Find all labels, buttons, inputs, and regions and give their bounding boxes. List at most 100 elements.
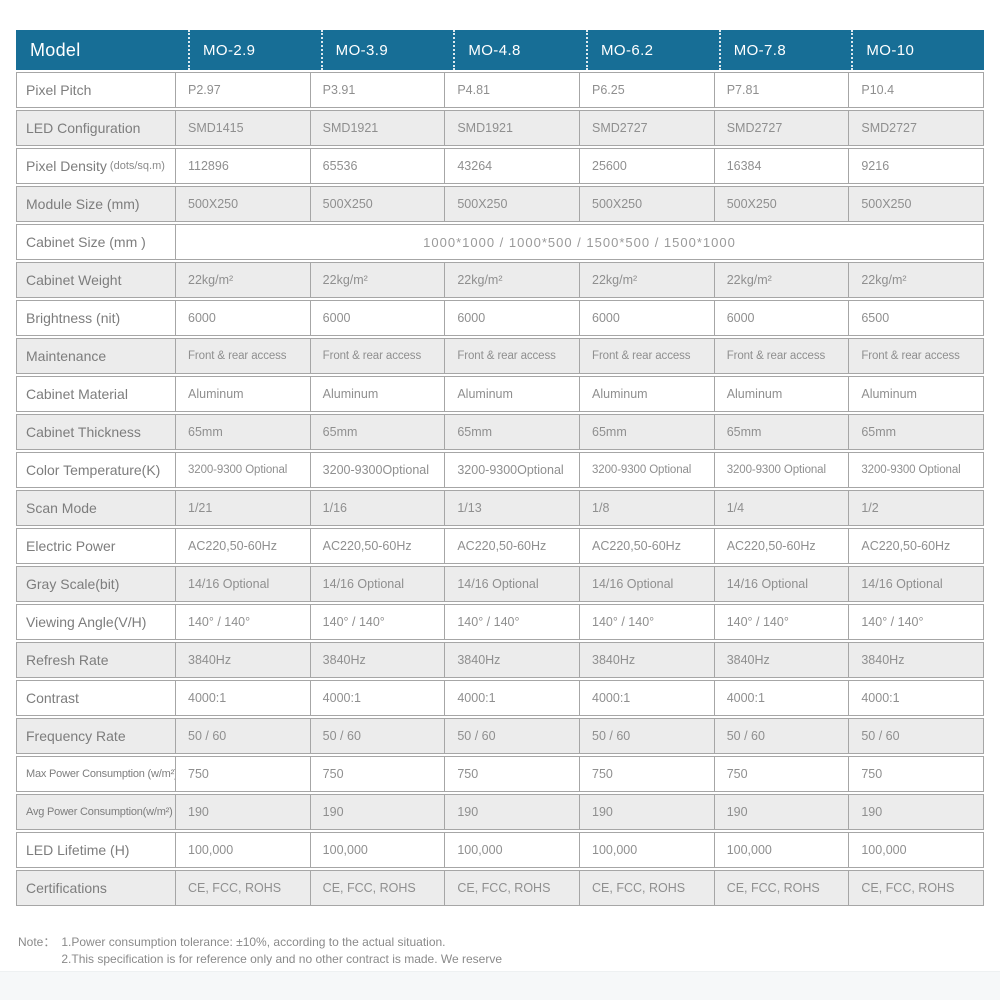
spec-cell: SMD2727 bbox=[713, 111, 849, 145]
spec-cell: 22kg/m² bbox=[444, 263, 579, 297]
spec-cell: 14/16 Optional bbox=[444, 567, 579, 601]
row-label: Module Size (mm) bbox=[17, 187, 175, 221]
spec-cell: AC220,50-60Hz bbox=[848, 529, 983, 563]
row-label: Pixel Pitch bbox=[17, 73, 175, 107]
spec-cell: Aluminum bbox=[309, 377, 445, 411]
header-row: Model MO-2.9 MO-3.9 MO-4.8 MO-6.2 MO-7.8 MO-1… bbox=[16, 30, 984, 70]
row-label-text: Pixel Pitch bbox=[26, 82, 92, 98]
footnote-prefix: Note： bbox=[18, 935, 56, 949]
row-label: Color Temperature(K) bbox=[17, 453, 175, 487]
spec-cell: 22kg/m² bbox=[175, 263, 310, 297]
table-row: Contrast 4000:1 4000:1 4000:1 4000:1 4000:1 40… bbox=[16, 680, 984, 716]
spec-cell: SMD2727 bbox=[579, 111, 714, 145]
table-row: Pixel Density (dots/sq.m) 112896 65536 43264… bbox=[16, 148, 984, 184]
footnote-line-1: 1.Power consumption tolerance: ±10%, acc… bbox=[61, 935, 446, 949]
spec-cell: 3200-9300Optional bbox=[444, 453, 579, 487]
spec-cell: CE, FCC, ROHS bbox=[175, 871, 310, 905]
row-label-text: Frequency Rate bbox=[26, 728, 126, 744]
row-label-text: Maintenance bbox=[26, 348, 107, 364]
table-row: LED Configuration SMD1415 SMD1921 SMD1921 SM… bbox=[16, 110, 984, 146]
row-label-text: LED Configuration bbox=[26, 120, 141, 136]
spec-cell: 6000 bbox=[713, 301, 849, 335]
spec-cell: 65mm bbox=[848, 415, 983, 449]
model-column-header: MO-4.8 bbox=[453, 30, 586, 70]
spec-cell: AC220,50-60Hz bbox=[579, 529, 714, 563]
row-label-text: Cabinet Weight bbox=[26, 272, 122, 288]
spec-cell: 22kg/m² bbox=[848, 263, 983, 297]
footnote-lines: 1.Power consumption tolerance: ±10%, acc… bbox=[61, 934, 502, 968]
row-label: Frequency Rate bbox=[17, 719, 175, 753]
row-label: Viewing Angle(V/H) bbox=[17, 605, 175, 639]
row-label-text: Gray Scale(bit) bbox=[26, 576, 120, 592]
spec-cell: 1/8 bbox=[579, 491, 714, 525]
spec-cell: 3840Hz bbox=[309, 643, 445, 677]
spec-cell: 4000:1 bbox=[444, 681, 579, 715]
spec-cell: 65536 bbox=[309, 149, 445, 183]
spec-cell: P2.97 bbox=[175, 73, 310, 107]
spec-cell: 500X250 bbox=[309, 187, 445, 221]
spec-cell: 1/13 bbox=[444, 491, 579, 525]
spec-cell: 50 / 60 bbox=[579, 719, 714, 753]
spec-cell: 16384 bbox=[713, 149, 849, 183]
model-column-header: MO-6.2 bbox=[586, 30, 719, 70]
spec-cell: P7.81 bbox=[713, 73, 849, 107]
spec-cell: CE, FCC, ROHS bbox=[579, 871, 714, 905]
row-label: LED Configuration bbox=[17, 111, 175, 145]
row-label: Cabinet Weight bbox=[17, 263, 175, 297]
row-label: Pixel Density (dots/sq.m) bbox=[17, 149, 175, 183]
row-label: LED Lifetime (H) bbox=[17, 833, 175, 867]
table-row: Module Size (mm) 500X250 500X250 500X250 500… bbox=[16, 186, 984, 222]
spec-cell: 6000 bbox=[444, 301, 579, 335]
spec-cell: P10.4 bbox=[848, 73, 983, 107]
spec-cell: 100,000 bbox=[444, 833, 579, 867]
table-row: LED Lifetime (H) 100,000 100,000 100,000 100… bbox=[16, 832, 984, 868]
spec-cell: Aluminum bbox=[579, 377, 714, 411]
table-row: Viewing Angle(V/H) 140° / 140° 140° / 140°… bbox=[16, 604, 984, 640]
row-label-text: Brightness (nit) bbox=[26, 310, 121, 326]
span-cell: 1000*1000 / 1000*500 / 1500*500 / 1500*1… bbox=[175, 225, 983, 259]
spec-cell: Aluminum bbox=[444, 377, 579, 411]
spec-cell: 100,000 bbox=[848, 833, 983, 867]
table-row: Gray Scale(bit) 14/16 Optional 14/16 Optio… bbox=[16, 566, 984, 602]
row-label-text: Refresh Rate bbox=[26, 652, 109, 668]
spec-cell: 4000:1 bbox=[848, 681, 983, 715]
spec-cell: 65mm bbox=[579, 415, 714, 449]
spec-cell: CE, FCC, ROHS bbox=[848, 871, 983, 905]
spec-cell: 750 bbox=[175, 757, 310, 791]
spec-cell: 14/16 Optional bbox=[579, 567, 714, 601]
spec-cell: CE, FCC, ROHS bbox=[713, 871, 849, 905]
spec-cell: 65mm bbox=[713, 415, 849, 449]
spec-cell: 3840Hz bbox=[444, 643, 579, 677]
table-row: Certifications CE, FCC, ROHS CE, FCC, ROHS… bbox=[16, 870, 984, 906]
spec-cell: 4000:1 bbox=[579, 681, 714, 715]
spec-cell: Front & rear access bbox=[848, 339, 983, 373]
spec-cell: 3200-9300 Optional bbox=[848, 453, 983, 487]
spec-cell: AC220,50-60Hz bbox=[444, 529, 579, 563]
row-label-text: Cabinet Thickness bbox=[26, 424, 141, 440]
table-row: Color Temperature(K) 3200-9300 Optional 32… bbox=[16, 452, 984, 488]
footnote: Note： 1.Power consumption tolerance: ±10… bbox=[18, 934, 502, 968]
row-label-text: Pixel Density bbox=[26, 158, 107, 174]
model-column-header: MO-3.9 bbox=[320, 30, 454, 70]
spec-table-body: Pixel Pitch P2.97 P3.91 P4.81 P6.25 P7.81 P10.… bbox=[16, 72, 984, 906]
spec-cell: 140° / 140° bbox=[579, 605, 714, 639]
spec-cell: 750 bbox=[309, 757, 445, 791]
row-label: Cabinet Thickness bbox=[17, 415, 175, 449]
spec-cell: 140° / 140° bbox=[848, 605, 983, 639]
spec-cell: Aluminum bbox=[713, 377, 849, 411]
row-label-text: Electric Power bbox=[26, 538, 116, 554]
spec-cell: 190 bbox=[848, 795, 983, 829]
spec-cell: 14/16 Optional bbox=[848, 567, 983, 601]
spec-table: Model MO-2.9 MO-3.9 MO-4.8 MO-6.2 MO-7.8 MO-1… bbox=[16, 30, 984, 906]
row-label-text: Cabinet Size (mm ) bbox=[26, 234, 146, 250]
row-label: Maintenance bbox=[17, 339, 175, 373]
row-label: Cabinet Material bbox=[17, 377, 175, 411]
spec-cell: 190 bbox=[713, 795, 849, 829]
spec-cell: 14/16 Optional bbox=[713, 567, 849, 601]
spec-cell: SMD1415 bbox=[175, 111, 310, 145]
row-label-text: LED Lifetime (H) bbox=[26, 842, 130, 858]
spec-cell: SMD2727 bbox=[848, 111, 983, 145]
row-label: Electric Power bbox=[17, 529, 175, 563]
spec-cell: AC220,50-60Hz bbox=[713, 529, 849, 563]
